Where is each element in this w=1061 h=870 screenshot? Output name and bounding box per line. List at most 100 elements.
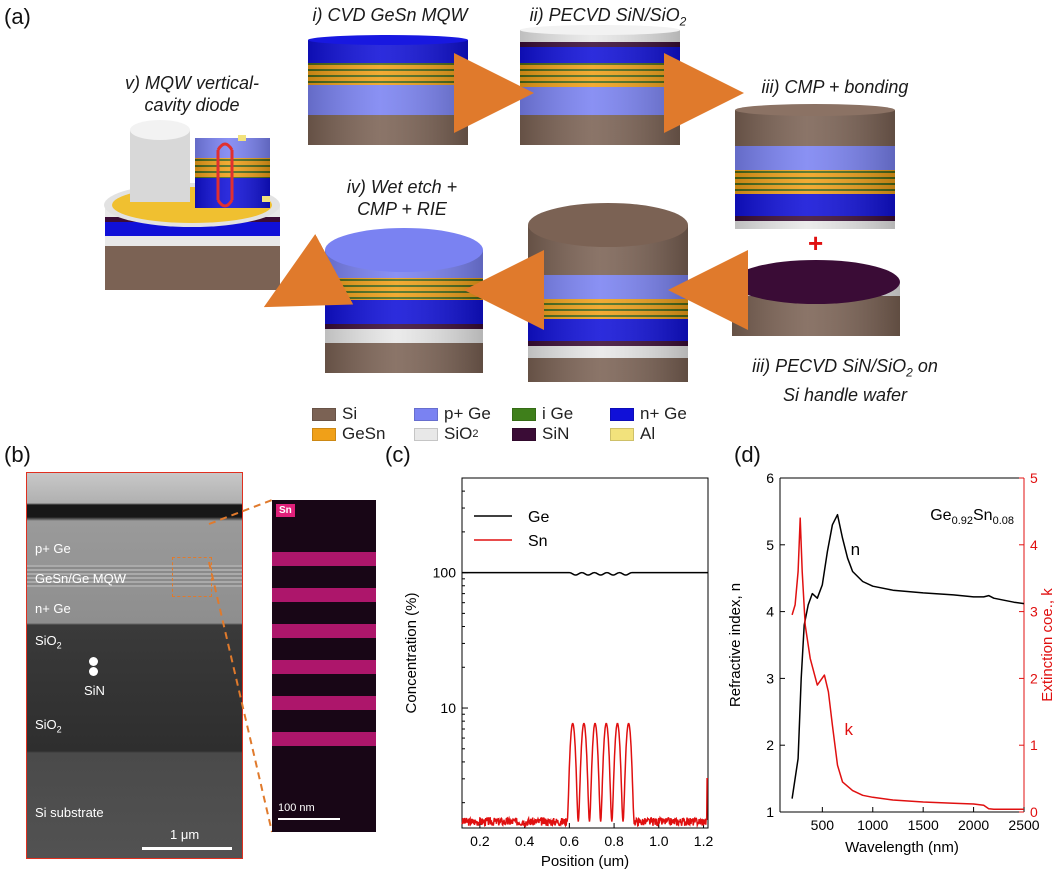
legend-n-ge: n+ Ge — [610, 404, 687, 424]
sem-label-mqw: GeSn/Ge MQW — [35, 571, 127, 586]
x-tick-label: 1500 — [908, 817, 939, 833]
y-right-tick-label: 5 — [1030, 470, 1038, 486]
title-element: Sn — [973, 507, 993, 524]
concentration-chart: 0.2 0.4 0.6 0.8 1.0 1.2 10 100 Position (um) Conc… — [403, 477, 714, 869]
optical-constants-chart: 500 1000 1500 2000 2500 1 2 3 4 5 6 0 1 2 3 4 5 Wavelengt… — [727, 470, 1056, 856]
y-left-tick-label: 4 — [766, 604, 774, 620]
y-axis-label: Concentration (%) — [403, 593, 420, 714]
plot-frame — [461, 477, 709, 829]
legend-p-ge: p+ Ge — [414, 404, 491, 424]
x-tick-label: 0.2 — [470, 833, 490, 849]
stack-handle-wafer — [732, 260, 900, 336]
x-tick-label: 2500 — [1008, 817, 1039, 833]
legend-swatch — [512, 407, 536, 421]
x-tick-label: 500 — [811, 817, 835, 833]
legend-swatch — [414, 407, 438, 421]
panel-label-b: (b) — [4, 442, 31, 467]
fabrication-schematic — [104, 25, 900, 382]
chart-title: Ge0.92Sn0.08 — [930, 507, 1014, 527]
sem-label-sio2-top: SiO2 — [35, 633, 62, 651]
eds-scale-bar — [278, 818, 340, 820]
sem-cross-section: p+ Ge GeSn/Ge MQW n+ Ge SiO2 SiN SiO2 Si… — [26, 472, 243, 859]
x-tick-label: 1000 — [857, 817, 888, 833]
legend-swatch — [312, 407, 336, 421]
process-arrows — [263, 53, 748, 330]
legend-ge-label: Ge — [528, 509, 549, 526]
y-left-tick-label: 2 — [766, 737, 774, 753]
sem-scale-label: 1 μm — [170, 827, 200, 842]
sem-mqw-region — [27, 565, 242, 587]
eds-band — [272, 624, 376, 638]
legend-sin: SiN — [512, 424, 569, 444]
stack-cvd-mqw — [308, 35, 468, 145]
x-tick-label: 1.2 — [694, 833, 714, 849]
y-right-axis-label: Extinction coe., k — [1039, 588, 1056, 702]
y-left-tick-label: 1 — [766, 804, 774, 820]
y-right-tick-label: 2 — [1030, 670, 1038, 686]
x-tick-label: 2000 — [958, 817, 989, 833]
stack-etched — [325, 228, 483, 373]
sem-label-n-ge: n+ Ge — [35, 601, 71, 616]
legend-gesn: GeSn — [312, 424, 385, 444]
y-right-tick-label: 0 — [1030, 804, 1038, 820]
eds-scale-label: 100 nm — [278, 802, 315, 814]
zoom-lines — [208, 499, 273, 833]
eds-sn-map: Sn 100 nm — [272, 500, 376, 832]
sem-label-sio2-bottom: SiO2 — [35, 717, 62, 735]
mqw-diode-device — [104, 120, 280, 290]
eds-band — [272, 588, 376, 602]
legend-swatch — [312, 427, 336, 441]
panel-label-a: (a) — [4, 4, 31, 29]
legend-sn-label: Sn — [528, 533, 548, 550]
legend-swatch — [610, 407, 634, 421]
eds-band — [272, 732, 376, 746]
bonding-plus-sign: + — [808, 228, 824, 258]
sem-label-si-substrate: Si substrate — [35, 805, 104, 820]
x-axis-label: Wavelength (nm) — [845, 839, 959, 856]
legend-i-ge: i Ge — [512, 404, 573, 424]
x-axis-label: Position (um) — [541, 853, 629, 869]
y-right-tick-label: 1 — [1030, 737, 1038, 753]
step-label-cmp-bonding: iii) CMP + bonding — [761, 77, 909, 97]
curve-label-k: k — [845, 720, 854, 739]
y-tick-label: 100 — [433, 565, 457, 581]
title-subscript: 0.92 — [952, 515, 973, 527]
stack-cmp-bonding — [735, 104, 895, 229]
legend-swatch — [414, 427, 438, 441]
series-ge-line — [462, 571, 708, 576]
sem-sin-dots — [89, 657, 98, 676]
series-n-line — [791, 513, 1025, 799]
panel-label-c: (c) — [385, 442, 411, 467]
title-subscript: 0.08 — [993, 515, 1014, 527]
series-sn-line — [461, 722, 708, 829]
eds-band — [272, 552, 376, 566]
y-tick-label: 10 — [440, 700, 456, 716]
x-tick-label: 1.0 — [649, 833, 669, 849]
y-right-tick-label: 4 — [1030, 537, 1038, 553]
eds-band — [272, 660, 376, 674]
y-right-tick-label: 3 — [1030, 604, 1038, 620]
step-label-wet-etch: iv) Wet etch + CMP + RIE — [346, 177, 458, 219]
curve-label-n: n — [851, 540, 860, 559]
panel-label-d: (d) — [734, 442, 761, 467]
stack-bonded — [528, 203, 688, 382]
title-element: Ge — [930, 507, 951, 524]
stack-pecvd — [520, 25, 680, 145]
eds-tag: Sn — [276, 504, 295, 517]
y-left-axis-label: Refractive index, n — [727, 583, 744, 707]
step-label-handle-wafer: iii) PECVD SiN/SiO2 on Si handle wafer — [752, 356, 938, 405]
legend-al: Al — [610, 424, 655, 444]
y-left-tick-label: 3 — [766, 670, 774, 686]
x-tick-label: 0.6 — [560, 833, 580, 849]
sem-label-sin: SiN — [84, 683, 105, 698]
legend-swatch — [512, 427, 536, 441]
legend-swatch — [610, 427, 634, 441]
sem-scale-bar — [142, 847, 232, 850]
step-label-diode: v) MQW vertical- cavity diode — [125, 73, 259, 115]
y-left-tick-label: 5 — [766, 537, 774, 553]
sem-label-p-ge: p+ Ge — [35, 541, 71, 556]
eds-band — [272, 696, 376, 710]
x-tick-label: 0.4 — [515, 833, 535, 849]
legend-sio2: SiO 2 — [414, 424, 478, 444]
series-k-line — [791, 517, 1024, 811]
